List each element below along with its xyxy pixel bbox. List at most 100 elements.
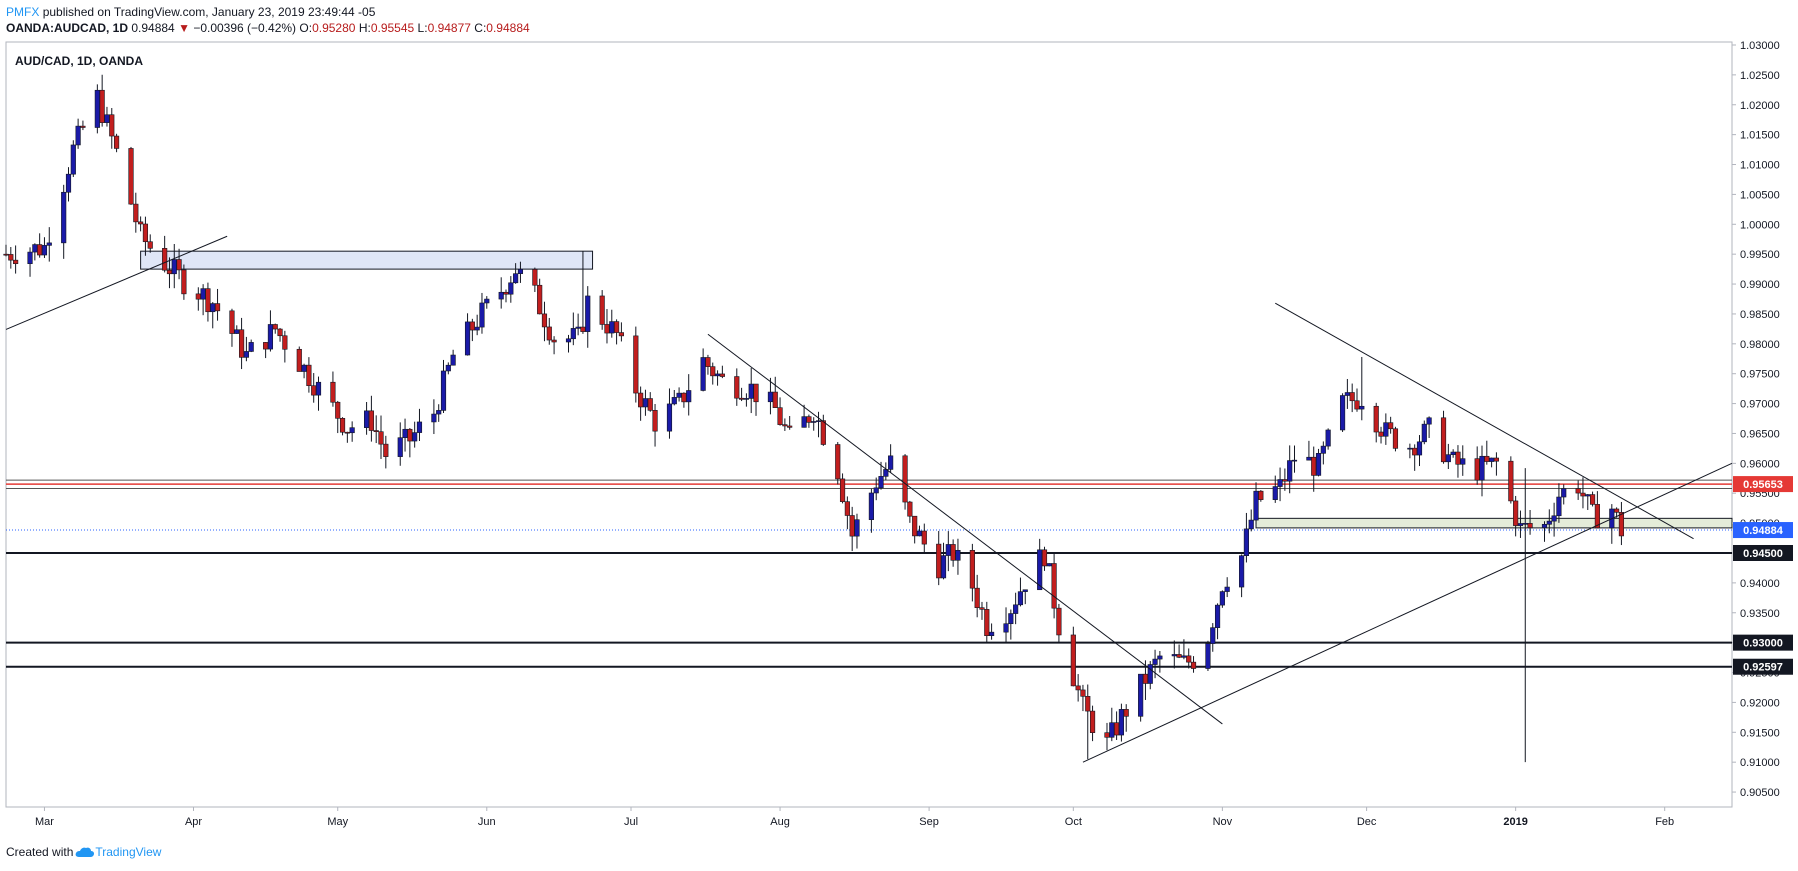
candle-body (508, 282, 514, 295)
candle (263, 342, 269, 359)
candle (1474, 446, 1480, 485)
candle (676, 387, 682, 402)
candle-body (1580, 492, 1586, 497)
candle-body (27, 251, 33, 265)
chart-title: AUD/CAD, 1D, OANDA (15, 54, 143, 68)
candle (94, 84, 100, 134)
y-tick-label: 0.94000 (1740, 578, 1780, 590)
candle-body (1205, 643, 1211, 669)
candle-body (238, 329, 245, 358)
candle (277, 327, 283, 342)
candle (642, 389, 649, 416)
candle (1239, 554, 1245, 598)
y-tick-label: 1.02500 (1740, 70, 1780, 82)
candle-body (484, 298, 490, 304)
candle (61, 184, 67, 259)
candle (513, 263, 519, 284)
author-name[interactable]: PMFX (6, 5, 40, 19)
price-level-label: 0.94884 (1743, 525, 1784, 537)
candle (1253, 482, 1259, 525)
candle-body (1123, 709, 1129, 717)
candle-body (1474, 458, 1480, 481)
candle-body (368, 410, 374, 431)
candle-body (734, 376, 740, 399)
candle (647, 392, 653, 412)
candle (41, 237, 48, 258)
x-tick-label: Feb (1655, 816, 1674, 828)
x-tick-label: Oct (1065, 816, 1082, 828)
candle (1138, 673, 1144, 722)
candle-body (41, 245, 48, 256)
candle (349, 421, 355, 442)
candle-body (1056, 607, 1062, 636)
candle (484, 296, 490, 309)
candle (181, 264, 187, 300)
candle-body (1455, 451, 1461, 465)
plot-frame (5, 41, 1733, 808)
candle-body (820, 420, 826, 445)
candle-body (248, 342, 254, 352)
candle (945, 531, 951, 572)
candle-body (402, 428, 408, 438)
candle-body (854, 519, 860, 537)
candle (575, 313, 581, 336)
candle (1287, 445, 1293, 494)
candle (734, 368, 740, 406)
candle (1306, 440, 1312, 461)
tradingview-brand: TradingView (95, 845, 162, 859)
candle-body (537, 284, 543, 315)
candle (1517, 510, 1524, 538)
candle-body (445, 364, 451, 372)
candle (599, 290, 605, 330)
candle (1325, 428, 1331, 450)
candle (282, 330, 288, 363)
candle (450, 349, 456, 366)
publish-info: published on TradingView.com, January 23… (42, 5, 376, 19)
candle (214, 288, 221, 321)
tradingview-logo[interactable]: TradingView (75, 844, 161, 860)
candle-body (1320, 445, 1326, 454)
candle (902, 454, 908, 510)
candle (1354, 388, 1360, 412)
candle (950, 539, 956, 567)
candle (811, 417, 817, 431)
candle-body (1311, 456, 1317, 476)
candle-body (1527, 523, 1533, 529)
candle-body (565, 338, 572, 343)
candle-body (94, 89, 100, 128)
price-level-label: 0.92597 (1743, 662, 1783, 674)
candle-body (1075, 685, 1081, 691)
y-tick-label: 0.97000 (1740, 399, 1780, 411)
y-tick-label: 0.96500 (1740, 428, 1780, 440)
candle (1041, 546, 1048, 571)
candle (1037, 538, 1043, 591)
candle (243, 336, 249, 362)
x-tick-label: Sep (919, 816, 939, 828)
candle-body (753, 383, 759, 403)
candle-body (70, 144, 76, 175)
candle-body (315, 381, 322, 396)
candle-body (580, 326, 586, 332)
y-tick-label: 0.92000 (1740, 697, 1780, 709)
candle (719, 365, 725, 379)
candle-body (546, 326, 552, 341)
candle-body (210, 303, 216, 313)
x-tick-label: Dec (1357, 816, 1377, 828)
candle (570, 312, 576, 346)
candle-body (1339, 395, 1346, 431)
candle-body (1306, 456, 1312, 461)
symbol-name: OANDA:AUDCAD, 1D (6, 21, 128, 35)
candle (565, 334, 572, 353)
candle-body (1291, 459, 1298, 462)
candle (1344, 378, 1350, 409)
candle (248, 339, 254, 353)
candle (705, 354, 711, 375)
candle-body (868, 492, 874, 520)
candle (503, 289, 509, 303)
candle-body (104, 114, 110, 123)
candle-body (1460, 458, 1466, 465)
candle-body (498, 291, 504, 300)
candle (1484, 440, 1490, 465)
candle-body (138, 221, 144, 225)
